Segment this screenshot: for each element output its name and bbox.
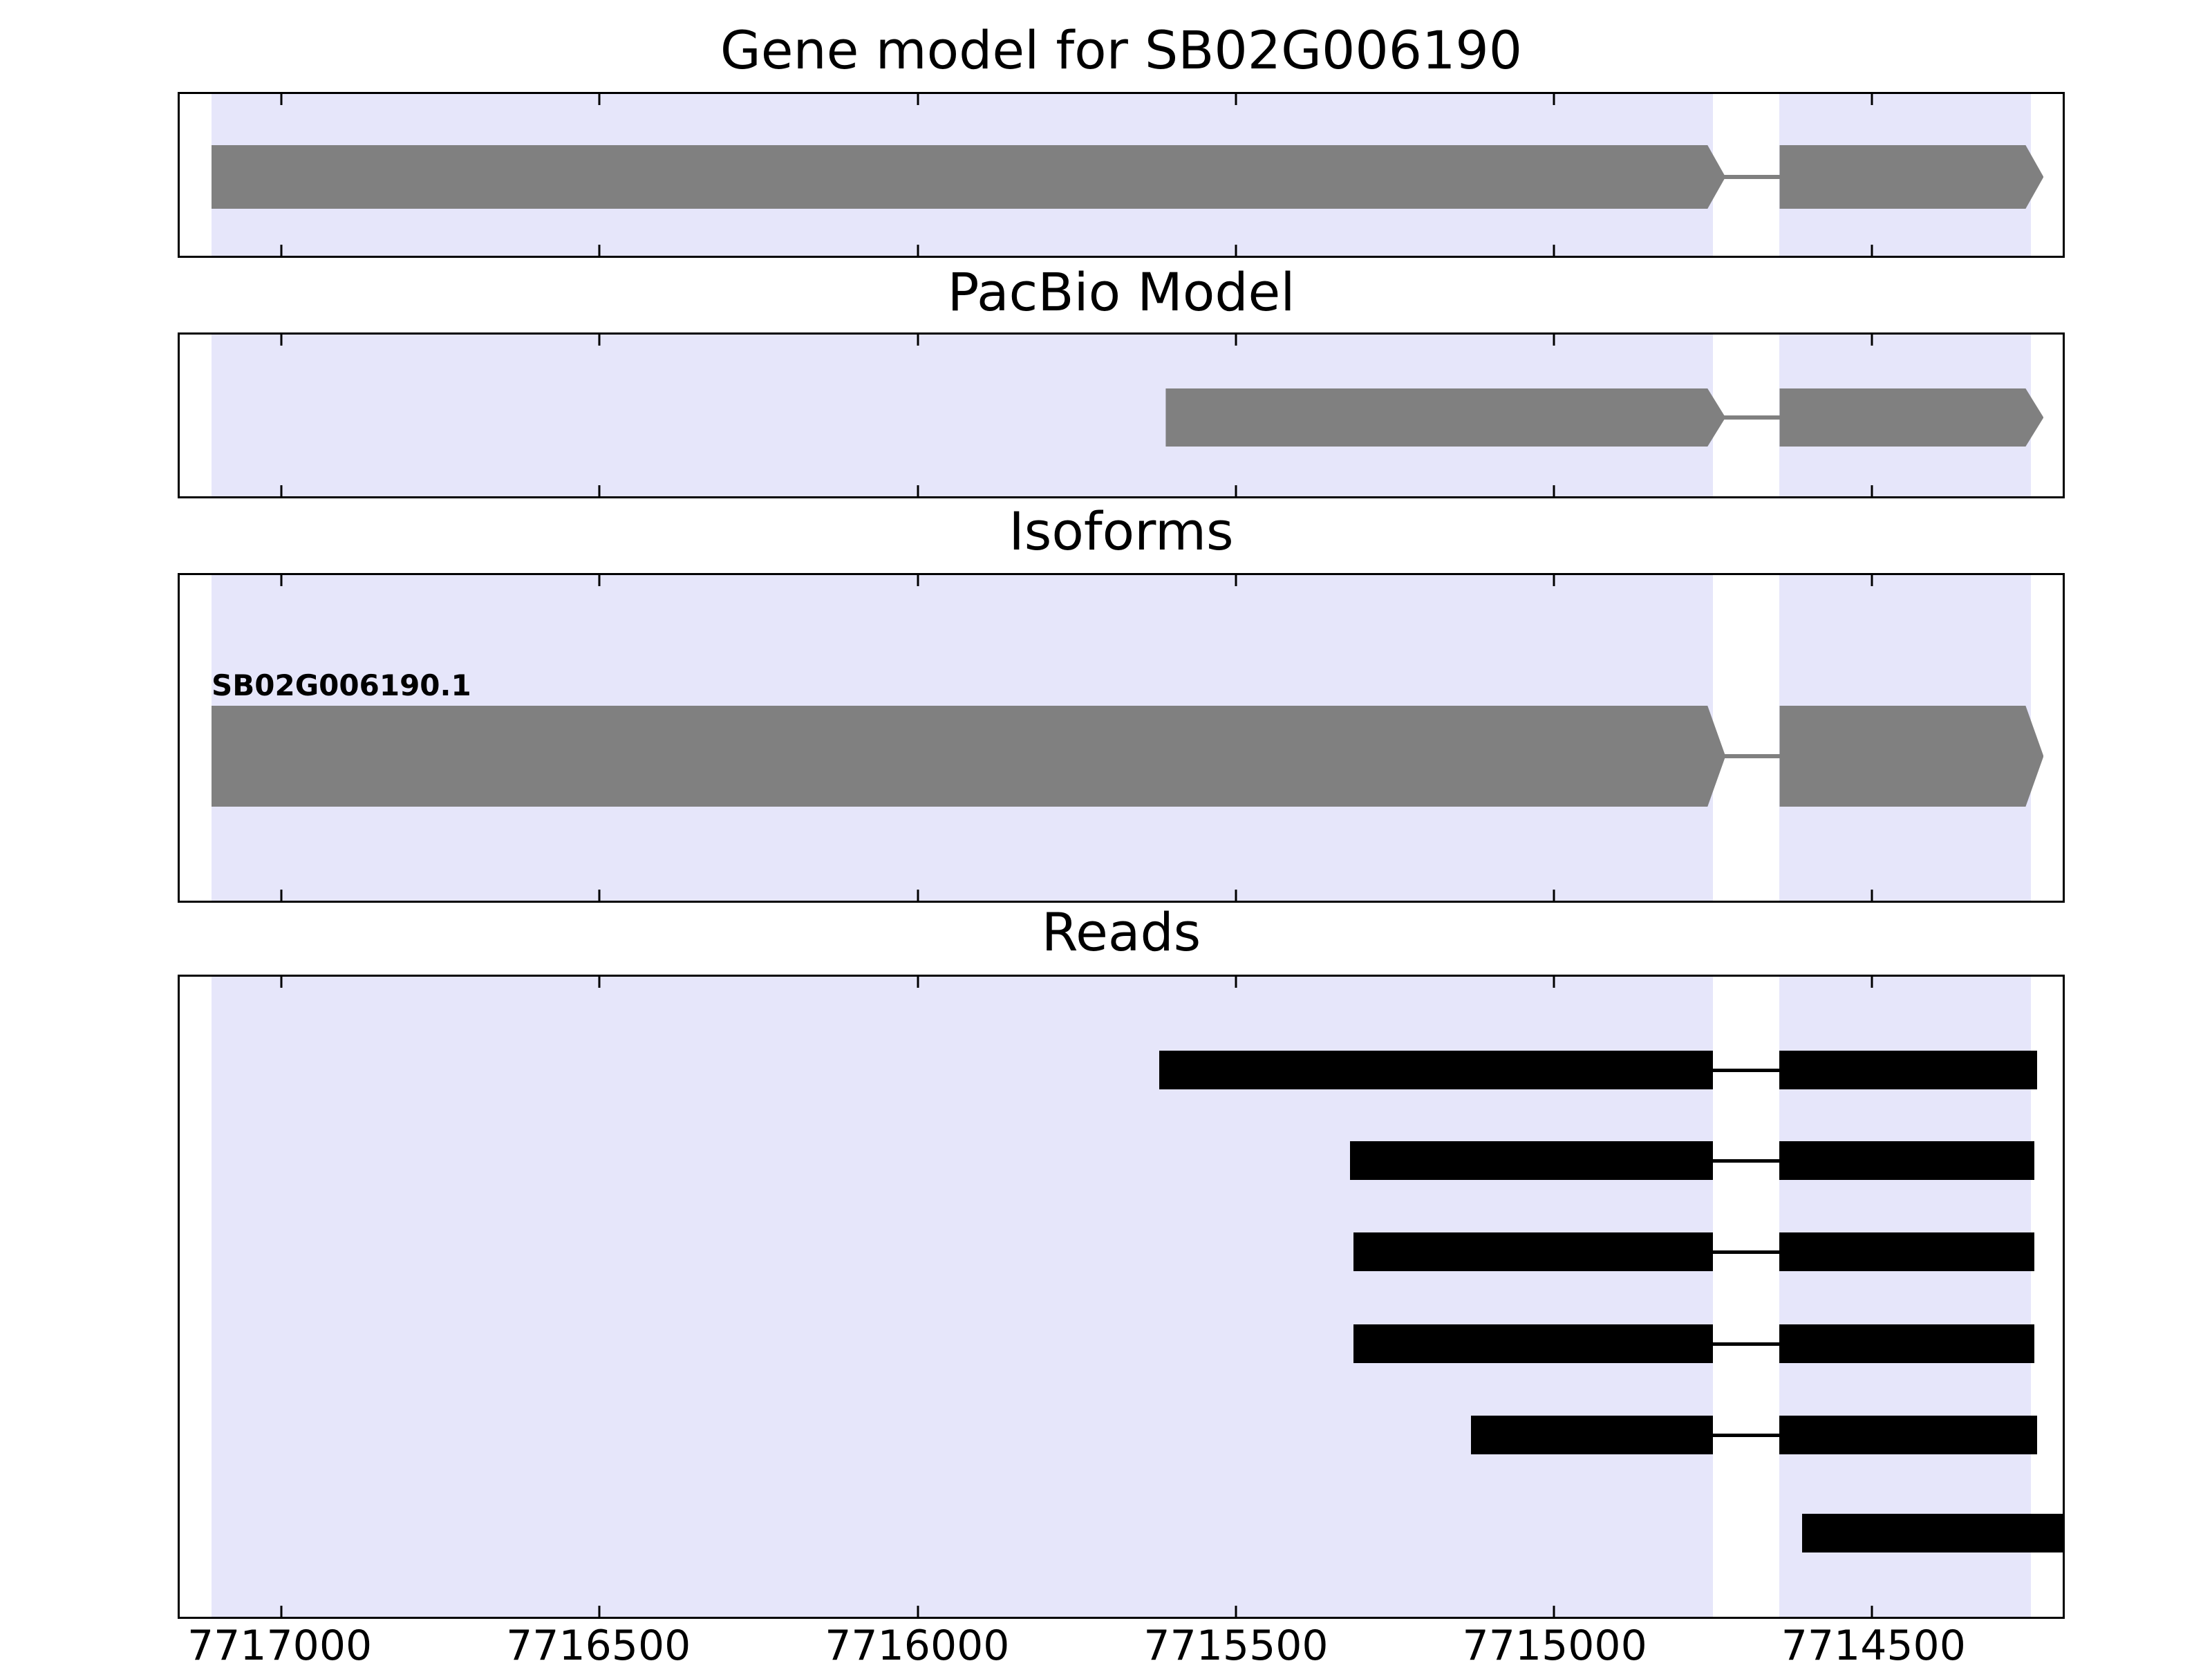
axis-tick-mark — [280, 485, 283, 496]
axis-tick-mark — [280, 335, 283, 346]
axis-tick-mark — [1235, 575, 1237, 586]
read-exon — [1353, 1232, 1713, 1271]
axis-tick-mark — [280, 890, 283, 901]
gene-model-intron-line — [1723, 175, 1783, 179]
axis-tick-mark — [1553, 485, 1555, 496]
axis-tick-mark — [1235, 977, 1237, 988]
x-axis-tick-label: 7714500 — [1781, 1622, 1966, 1670]
read-exon — [1353, 1324, 1713, 1363]
read-exon — [1779, 1051, 2038, 1089]
read-exon — [1779, 1416, 2038, 1454]
axis-tick-mark — [1235, 94, 1237, 105]
axis-tick-mark — [1553, 890, 1555, 901]
axis-tick-mark — [917, 335, 919, 346]
axis-tick-mark — [1871, 335, 1873, 346]
axis-tick-mark — [598, 485, 601, 496]
read-intron-line — [1709, 1250, 1783, 1254]
axis-tick-mark — [917, 890, 919, 901]
axis-tick-mark — [1235, 890, 1237, 901]
axis-tick-mark — [917, 94, 919, 105]
read-exon — [1159, 1051, 1713, 1089]
axis-tick-mark — [1235, 245, 1237, 256]
axis-tick-mark — [917, 245, 919, 256]
read-exon — [1801, 1514, 2063, 1552]
x-axis-tick-label: 7716000 — [825, 1622, 1010, 1670]
pacbio-model-intron-line — [1723, 415, 1783, 420]
axis-tick-mark — [1553, 94, 1555, 105]
axis-tick-mark — [1871, 94, 1873, 105]
axis-tick-mark — [1553, 1606, 1555, 1617]
axis-tick-mark — [1553, 575, 1555, 586]
x-axis-tick-label: 7715000 — [1462, 1622, 1647, 1670]
gene-model-exon — [212, 145, 1725, 209]
axis-tick-mark — [598, 94, 601, 105]
axis-tick-mark — [280, 1606, 283, 1617]
isoform-exon — [1779, 706, 2043, 807]
isoform-intron-line — [1723, 754, 1783, 758]
gene-model-exon — [1779, 145, 2043, 209]
reads-panel — [178, 975, 2065, 1619]
panel-title-gene-model: Gene model for SB02G006190 — [720, 19, 1523, 81]
axis-tick-mark — [598, 890, 601, 901]
axis-tick-mark — [598, 335, 601, 346]
panel-title-isoforms: Isoforms — [1009, 500, 1234, 562]
axis-tick-mark — [1553, 977, 1555, 988]
gene-model-panel — [178, 92, 2065, 258]
pacbio-model-panel — [178, 332, 2065, 498]
isoform-exon — [212, 706, 1725, 807]
x-axis-tick-labels: 7717000 7716500 7716000 7715500 7715000 77145… — [178, 1622, 2065, 1670]
isoforms-panel: SB02G006190.1 — [178, 573, 2065, 903]
axis-tick-mark — [280, 575, 283, 586]
axis-tick-mark — [1871, 245, 1873, 256]
axis-tick-mark — [1871, 1606, 1873, 1617]
axis-tick-mark — [917, 485, 919, 496]
read-intron-line — [1709, 1342, 1783, 1346]
axis-tick-mark — [1553, 245, 1555, 256]
axis-tick-mark — [917, 977, 919, 988]
pacbio-model-exon — [1779, 388, 2043, 447]
pacbio-model-exon — [1165, 388, 1725, 447]
axis-tick-mark — [1871, 890, 1873, 901]
read-exon — [1779, 1141, 2034, 1180]
axis-tick-mark — [280, 245, 283, 256]
read-intron-line — [1709, 1068, 1783, 1072]
isoform-label: SB02G006190.1 — [212, 668, 471, 702]
read-exon — [1350, 1141, 1713, 1180]
x-axis-tick-label: 7715500 — [1143, 1622, 1329, 1670]
axis-tick-mark — [598, 977, 601, 988]
read-exon — [1779, 1324, 2034, 1363]
axis-tick-mark — [1871, 575, 1873, 586]
x-axis-tick-label: 7717000 — [187, 1622, 373, 1670]
read-intron-line — [1709, 1158, 1783, 1163]
x-axis-tick-label: 7716500 — [506, 1622, 691, 1670]
read-exon — [1779, 1232, 2034, 1271]
axis-tick-mark — [1553, 335, 1555, 346]
axis-tick-mark — [598, 1606, 601, 1617]
read-intron-line — [1709, 1433, 1783, 1437]
axis-tick-mark — [1235, 485, 1237, 496]
axis-tick-mark — [598, 245, 601, 256]
axis-tick-mark — [280, 94, 283, 105]
axis-tick-mark — [917, 1606, 919, 1617]
axis-tick-mark — [598, 575, 601, 586]
panel-title-reads: Reads — [1041, 901, 1201, 963]
panel-title-pacbio-model: PacBio Model — [947, 261, 1295, 323]
axis-tick-mark — [280, 977, 283, 988]
axis-tick-mark — [1235, 335, 1237, 346]
read-exon — [1471, 1416, 1713, 1454]
axis-tick-mark — [1871, 977, 1873, 988]
axis-tick-mark — [917, 575, 919, 586]
axis-tick-mark — [1871, 485, 1873, 496]
axis-tick-mark — [1235, 1606, 1237, 1617]
